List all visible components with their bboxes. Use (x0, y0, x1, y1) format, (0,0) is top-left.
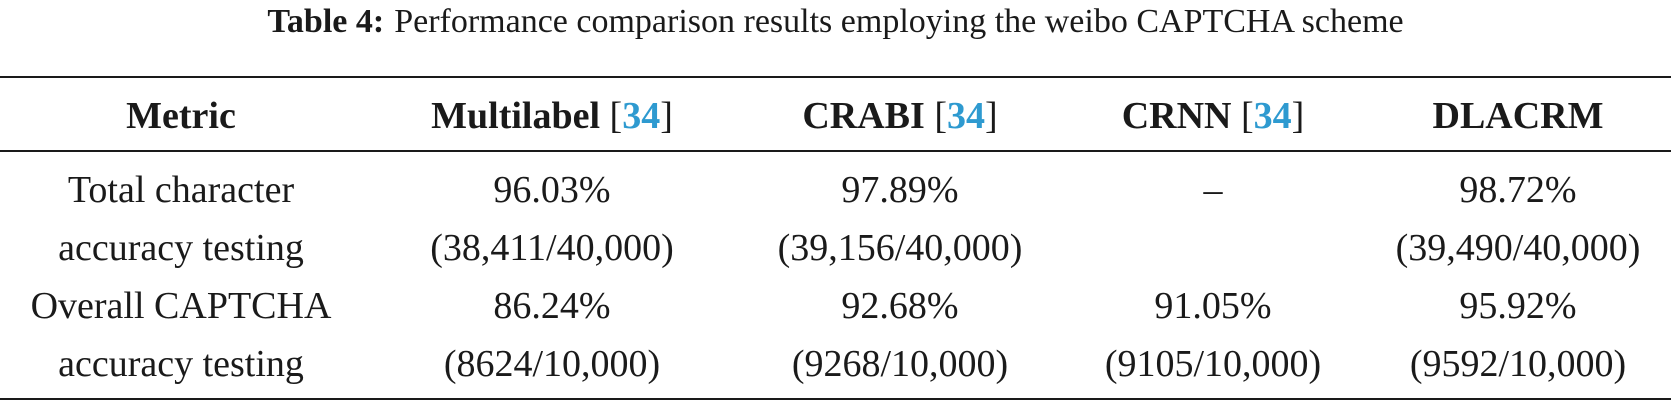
row1-multilabel-pct: 96.03% (493, 169, 611, 211)
header-crabi: CRABI [34] (802, 95, 998, 137)
header-metric: Metric (126, 95, 236, 137)
header-dlacrm: DLACRM (1432, 95, 1604, 137)
row2-dlacrm-pct: 95.92% (1459, 285, 1577, 327)
row2-metric-line1: Overall CAPTCHA (30, 285, 332, 327)
table-caption: Table 4: Performance comparison results e… (0, 2, 1671, 42)
header-crabi-name: CRABI (802, 95, 925, 137)
row2-multilabel-frac: (8624/10,000) (443, 343, 661, 385)
row2-crnn-pct: 91.05% (1154, 285, 1272, 327)
header-crnn: CRNN [34] (1121, 95, 1305, 137)
header-crnn-ref-link[interactable]: 34 (1253, 95, 1292, 137)
header-multilabel-name: Multilabel (431, 95, 601, 137)
row1-crabi-pct: 97.89% (841, 169, 959, 211)
row2-dlacrm-frac: (9592/10,000) (1409, 343, 1627, 385)
row1-dlacrm-pct: 98.72% (1459, 169, 1577, 211)
row1-metric-line1: Total character (67, 169, 295, 211)
row1-crabi-frac: (39,156/40,000) (777, 227, 1023, 269)
row2-crabi-frac: (9268/10,000) (791, 343, 1009, 385)
row1-crnn-pct: – (1203, 169, 1223, 211)
row2-multilabel-pct: 86.24% (493, 285, 611, 327)
header-crnn-name: CRNN (1121, 95, 1232, 137)
table-header-rule (0, 150, 1671, 152)
table-top-rule (0, 76, 1671, 78)
header-crabi-ref-link[interactable]: 34 (946, 95, 985, 137)
row2-crnn-frac: (9105/10,000) (1104, 343, 1322, 385)
table-caption-text: Performance comparison results employing… (394, 3, 1404, 40)
row1-multilabel-frac: (38,411/40,000) (430, 227, 674, 269)
row2-crabi-pct: 92.68% (841, 285, 959, 327)
header-multilabel: Multilabel [34] (431, 95, 673, 137)
table-bottom-rule (0, 398, 1671, 400)
row1-dlacrm-frac: (39,490/40,000) (1395, 227, 1641, 269)
header-multilabel-ref-link[interactable]: 34 (622, 95, 661, 137)
row1-metric-line2: accuracy testing (58, 227, 304, 269)
table-caption-label: Table 4: (267, 3, 385, 40)
row2-metric-line2: accuracy testing (58, 343, 304, 385)
